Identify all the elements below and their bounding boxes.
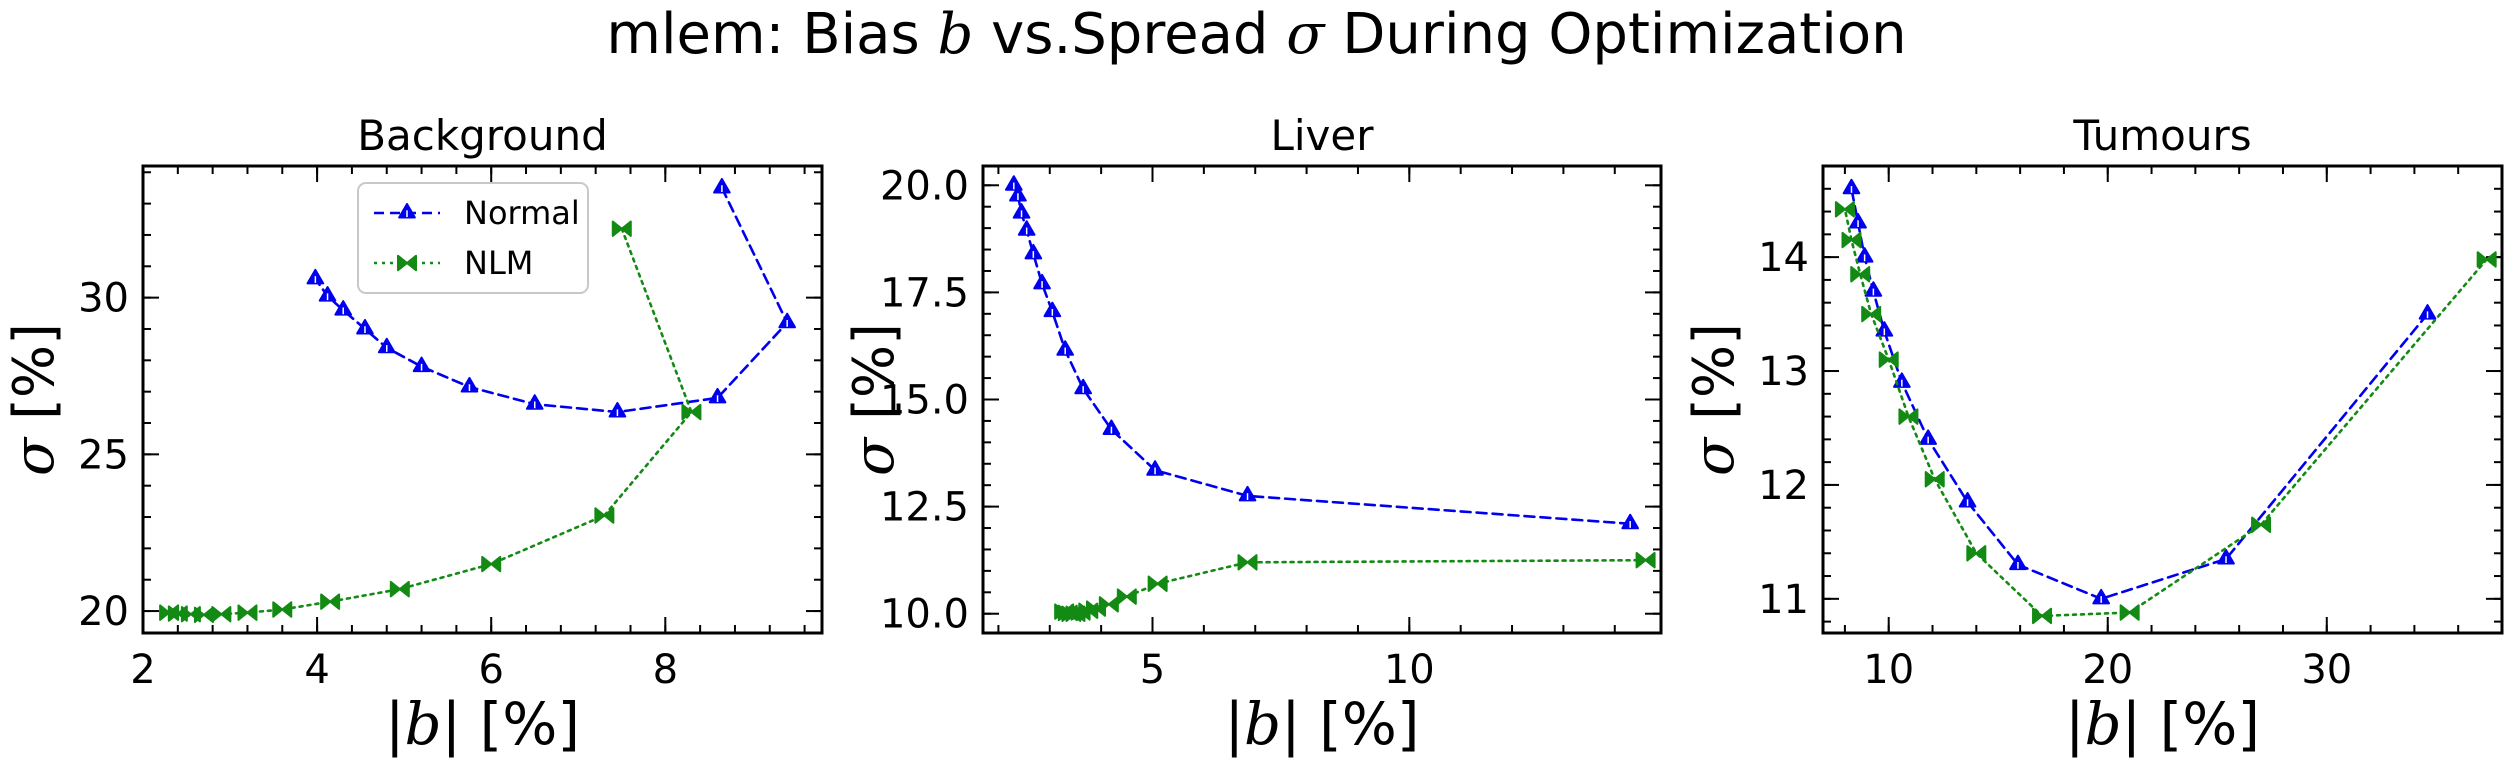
x-label-unit: | [%] <box>2122 690 2260 758</box>
y-label-symbol: σ <box>842 436 907 476</box>
bowtie-marker-icon <box>272 601 293 618</box>
x-tick-label: 8 <box>653 647 678 693</box>
x-tick-label: 10 <box>1384 647 1435 693</box>
x-label-bar: | <box>385 690 405 758</box>
x-axis-label: |b| [%] <box>385 690 580 758</box>
x-label-symbol: b <box>405 690 442 758</box>
panel-title: Tumours <box>2072 111 2251 160</box>
bowtie-marker-icon <box>1237 554 1258 571</box>
series-line-normal <box>1850 187 2429 601</box>
x-label-bar: | <box>2065 690 2085 758</box>
plot-frame <box>141 164 824 635</box>
bowtie-marker-icon <box>611 220 632 237</box>
y-label-unit: [%] <box>842 323 907 438</box>
bowtie-marker-icon <box>1878 351 1899 368</box>
bowtie-marker-icon <box>1898 408 1919 425</box>
bowtie-marker-icon <box>1841 231 1862 249</box>
bowtie-marker-icon <box>2251 516 2272 533</box>
plot-frame <box>981 164 1663 635</box>
bowtie-marker-icon <box>1966 545 1987 562</box>
bowtie-marker-icon <box>211 605 232 623</box>
suptitle-middle: vs.Spread <box>973 2 1287 67</box>
y-tick-label: 30 <box>78 276 129 322</box>
x-label-unit: | [%] <box>442 690 580 758</box>
y-tick-label: 25 <box>78 432 129 478</box>
bowtie-marker-icon <box>237 604 258 621</box>
bowtie-marker-icon <box>1924 471 1945 488</box>
bowtie-marker-icon <box>2476 251 2497 268</box>
bowtie-marker-icon <box>681 403 702 421</box>
bowtie-marker-icon <box>397 254 417 272</box>
figure-suptitle: mlem: Bias b vs.Spread σ During Optimiza… <box>0 2 2513 67</box>
panel-title: Background <box>357 111 608 160</box>
bowtie-marker-icon <box>1116 588 1137 605</box>
y-label-unit: [%] <box>2 323 67 438</box>
bowtie-marker-icon <box>481 555 502 573</box>
suptitle-sigma-symbol: σ <box>1286 2 1325 67</box>
bowtie-marker-icon <box>159 604 180 621</box>
x-tick-label: 2 <box>130 647 155 693</box>
y-tick-label: 20 <box>78 589 129 635</box>
y-tick-label: 15.0 <box>880 378 969 424</box>
y-label-symbol: σ <box>2 436 67 476</box>
x-label-bar: | <box>1224 690 1244 758</box>
y-tick-label: 10.0 <box>880 592 969 638</box>
y-tick-label: 12.5 <box>880 485 969 531</box>
bowtie-marker-icon <box>1850 266 1871 283</box>
x-tick-label: 30 <box>2301 647 2352 693</box>
y-tick-label: 14 <box>1758 235 1809 281</box>
y-tick-label: 13 <box>1758 349 1809 395</box>
x-axis-label: |b| [%] <box>1224 690 1419 758</box>
chart-panel-liver: Liver 5 10 10.0 12.5 15.0 17.5 20.0 σ [%] |b| [%] <box>842 111 1663 758</box>
bowtie-marker-icon <box>2119 604 2140 621</box>
x-tick-label: 10 <box>1863 647 1914 693</box>
plot-frame <box>1821 164 2504 635</box>
y-axis-label: σ [%] <box>2 323 67 476</box>
y-label-unit: [%] <box>1682 323 1747 438</box>
x-label-symbol: b <box>1244 690 1281 758</box>
x-tick-label: 5 <box>1140 647 1165 693</box>
bowtie-marker-icon <box>594 507 615 524</box>
suptitle-b-symbol: b <box>937 2 974 67</box>
x-tick-label: 20 <box>2082 647 2133 693</box>
y-label-symbol: σ <box>1682 436 1747 476</box>
bowtie-marker-icon <box>389 580 410 598</box>
bowtie-marker-icon <box>1861 305 1882 323</box>
legend: Normal NLM <box>357 182 589 294</box>
bowtie-marker-icon <box>1054 603 1075 620</box>
y-tick-label: 20.0 <box>880 163 969 209</box>
y-axis-label: σ [%] <box>842 323 907 476</box>
series-line-normal <box>1012 183 1632 526</box>
y-tick-label: 17.5 <box>880 270 969 316</box>
x-label-unit: | [%] <box>1281 690 1419 758</box>
y-tick-label: 12 <box>1758 463 1809 509</box>
bowtie-marker-icon <box>2032 607 2053 625</box>
suptitle-suffix: During Optimization <box>1324 2 1907 67</box>
x-tick-label: 6 <box>478 647 503 693</box>
y-axis-label: σ [%] <box>1682 323 1747 476</box>
y-tick-label: 11 <box>1758 577 1809 623</box>
series-line-nlm <box>1843 207 2488 618</box>
x-label-symbol: b <box>2085 690 2122 758</box>
panel-title: Liver <box>1270 111 1374 160</box>
bowtie-marker-icon <box>1635 551 1656 569</box>
legend-label: NLM <box>464 244 533 282</box>
suptitle-prefix: mlem: Bias <box>606 2 938 67</box>
bowtie-marker-icon <box>1834 201 1855 218</box>
legend-label: Normal <box>464 194 580 232</box>
bowtie-marker-icon <box>320 593 341 610</box>
x-tick-label: 4 <box>304 647 329 693</box>
bowtie-marker-icon <box>1147 575 1168 592</box>
x-axis-label: |b| [%] <box>2065 690 2260 758</box>
